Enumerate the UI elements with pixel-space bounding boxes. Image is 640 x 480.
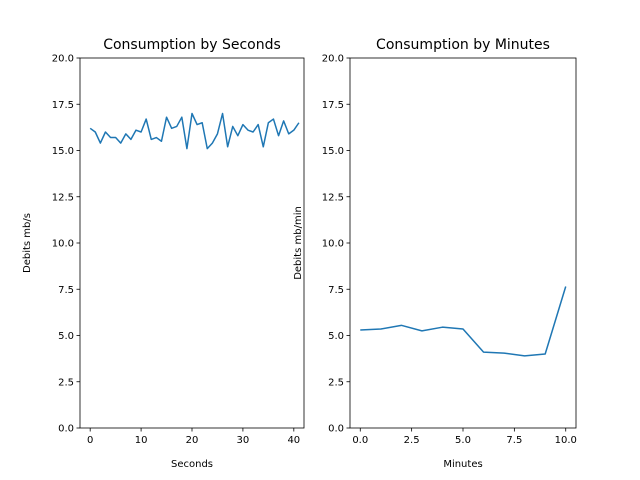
y-tick-label-seconds-0: 0.0 bbox=[58, 424, 74, 435]
series-line-seconds bbox=[89, 112, 300, 150]
chart-title-seconds: Consumption by Seconds bbox=[103, 37, 281, 53]
y-axis-seconds: 0.0 2.5 5.0 7.5 10.0 12.5 15.0 17.5 20.0 bbox=[52, 54, 80, 435]
series-line-minutes bbox=[360, 286, 567, 357]
y-tick-label-minutes-5: 12.5 bbox=[322, 192, 344, 203]
x-tick-label-minutes-3: 7.5 bbox=[506, 435, 522, 446]
subplot-minutes: Consumption by Minutes 0.0 2.5 5.0 7.5 10.0 1… bbox=[293, 37, 577, 470]
x-axis-label-seconds: Seconds bbox=[171, 459, 213, 470]
chart-title-minutes: Consumption by Minutes bbox=[376, 37, 550, 53]
plot-frame-minutes bbox=[349, 57, 577, 429]
y-tick-label-seconds-3: 7.5 bbox=[58, 285, 74, 296]
x-tick-label-seconds-1: 10 bbox=[135, 435, 148, 446]
y-tick-label-seconds-2: 5.0 bbox=[58, 331, 74, 342]
x-tick-label-seconds-4: 40 bbox=[287, 435, 300, 446]
plot-frame-seconds bbox=[79, 57, 305, 429]
y-tick-label-minutes-7: 17.5 bbox=[322, 100, 344, 111]
x-tick-label-seconds-3: 30 bbox=[237, 435, 250, 446]
y-tick-label-seconds-7: 17.5 bbox=[52, 100, 74, 111]
x-tick-label-minutes-1: 2.5 bbox=[404, 435, 420, 446]
subplot-seconds: Consumption by Seconds 0.0 2.5 5.0 7.5 10.0 1… bbox=[22, 37, 305, 470]
x-axis-label-minutes: Minutes bbox=[443, 459, 482, 470]
x-tick-label-minutes-0: 0.0 bbox=[352, 435, 368, 446]
y-tick-label-seconds-6: 15.0 bbox=[52, 146, 74, 157]
x-tick-label-seconds-0: 0 bbox=[87, 435, 93, 446]
x-tick-label-minutes-2: 5.0 bbox=[455, 435, 471, 446]
y-tick-label-minutes-4: 10.0 bbox=[322, 239, 344, 250]
y-axis-label-minutes: Debits mb/min bbox=[293, 206, 304, 280]
y-tick-label-minutes-2: 5.0 bbox=[328, 331, 344, 342]
y-tick-label-seconds-1: 2.5 bbox=[58, 377, 74, 388]
y-tick-label-seconds-5: 12.5 bbox=[52, 192, 74, 203]
y-tick-label-minutes-8: 20.0 bbox=[322, 54, 344, 65]
x-tick-label-minutes-4: 10.0 bbox=[555, 435, 577, 446]
y-tick-label-minutes-6: 15.0 bbox=[322, 146, 344, 157]
y-tick-label-minutes-1: 2.5 bbox=[328, 377, 344, 388]
y-tick-label-minutes-3: 7.5 bbox=[328, 285, 344, 296]
y-tick-label-seconds-4: 10.0 bbox=[52, 239, 74, 250]
x-tick-label-seconds-2: 20 bbox=[186, 435, 199, 446]
y-tick-label-minutes-0: 0.0 bbox=[328, 424, 344, 435]
x-axis-seconds: 0 10 20 30 40 bbox=[87, 428, 300, 446]
x-axis-minutes: 0.0 2.5 5.0 7.5 10.0 bbox=[352, 428, 577, 446]
y-axis-label-seconds: Debits mb/s bbox=[22, 213, 33, 273]
y-tick-label-seconds-8: 20.0 bbox=[52, 54, 74, 65]
y-axis-minutes: 0.0 2.5 5.0 7.5 10.0 12.5 15.0 17.5 20.0 bbox=[322, 54, 350, 435]
